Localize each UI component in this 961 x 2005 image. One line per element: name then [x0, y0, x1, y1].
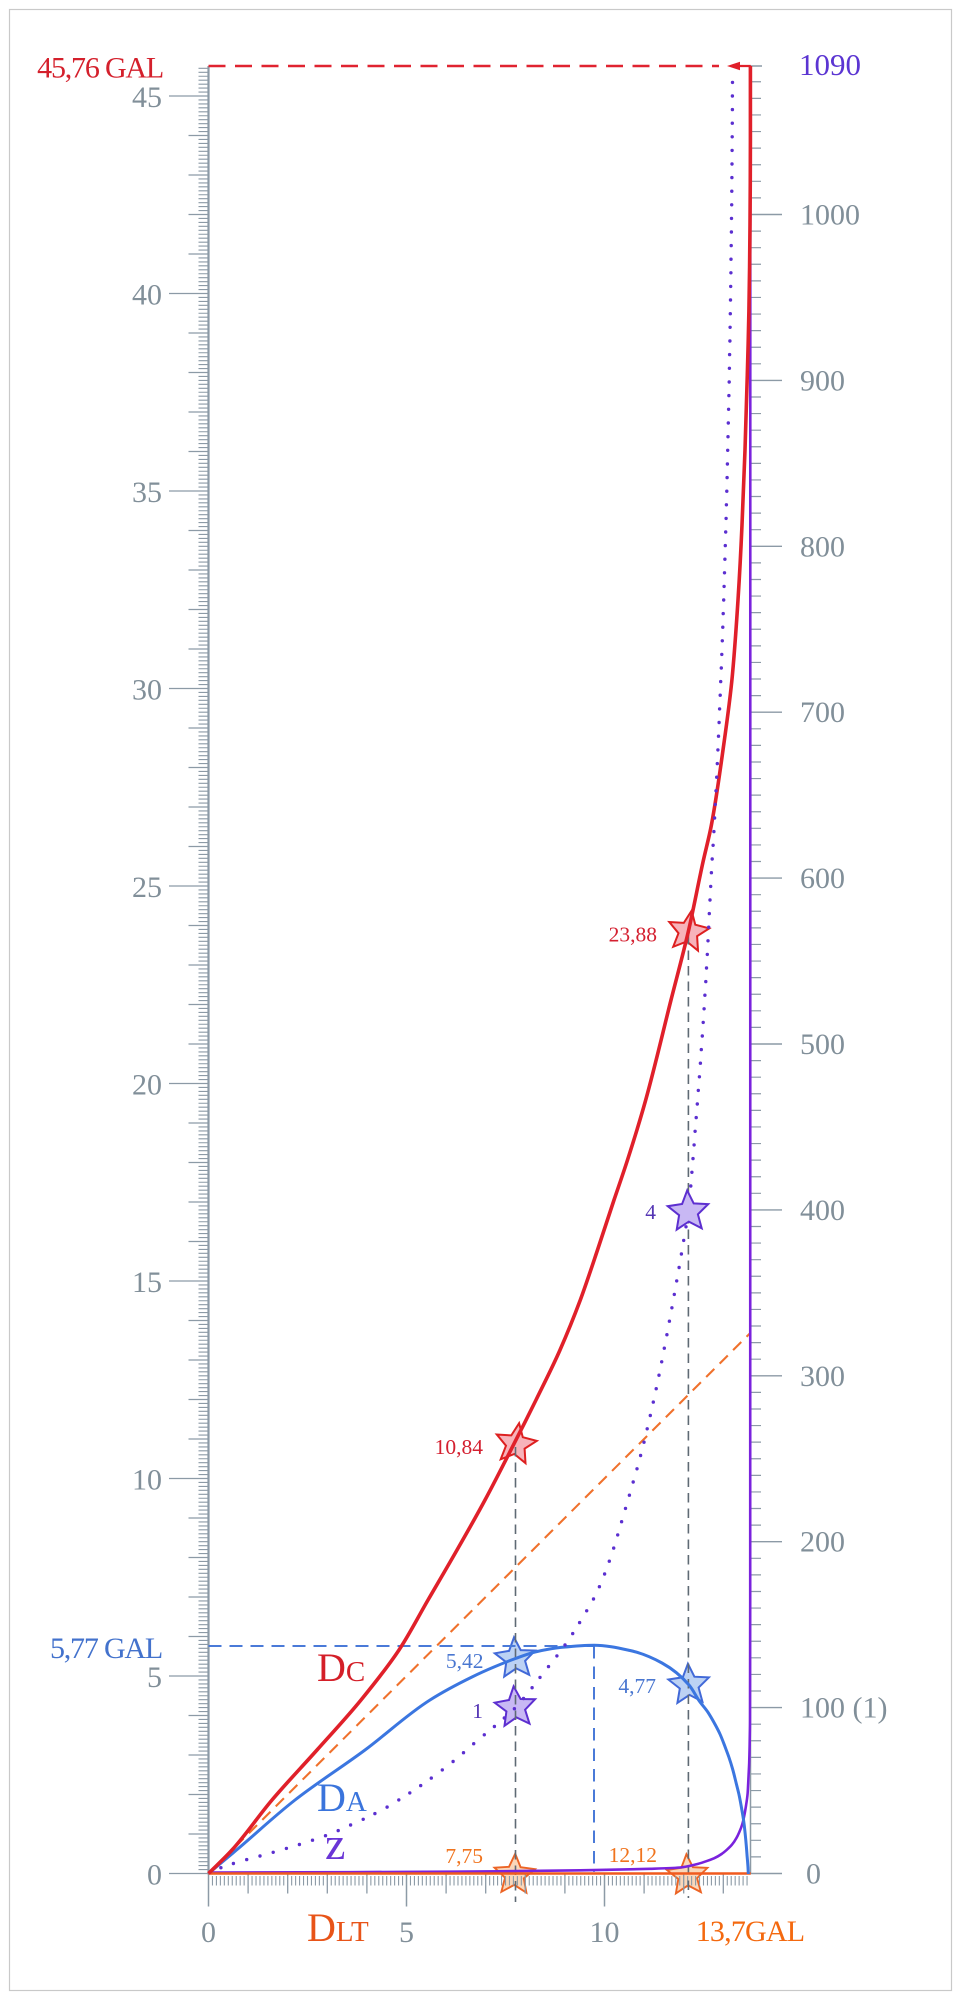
svg-text:z: z: [325, 1818, 345, 1869]
svg-text:1090: 1090: [799, 47, 861, 82]
svg-text:100 (1): 100 (1): [800, 1692, 887, 1725]
svg-text:5,77 GAL: 5,77 GAL: [50, 1632, 162, 1665]
svg-text:300: 300: [800, 1360, 845, 1393]
svg-text:10: 10: [132, 1464, 162, 1497]
svg-text:25: 25: [132, 871, 162, 904]
svg-text:40: 40: [132, 279, 162, 312]
svg-text:0: 0: [147, 1859, 162, 1892]
svg-text:45,76 GAL: 45,76 GAL: [37, 52, 163, 85]
svg-text:15: 15: [132, 1266, 162, 1299]
svg-text:5: 5: [147, 1661, 162, 1694]
svg-text:10,84: 10,84: [435, 1435, 484, 1459]
svg-text:700: 700: [800, 696, 845, 729]
svg-text:23,88: 23,88: [609, 923, 657, 947]
svg-text:600: 600: [800, 862, 845, 895]
svg-text:1000: 1000: [800, 199, 860, 232]
svg-text:7,75: 7,75: [445, 1844, 483, 1868]
svg-text:5,42: 5,42: [446, 1649, 484, 1673]
svg-text:13,7GAL: 13,7GAL: [696, 1915, 805, 1948]
svg-text:4,77: 4,77: [618, 1674, 656, 1698]
svg-text:500: 500: [800, 1028, 845, 1061]
svg-text:35: 35: [132, 476, 162, 509]
svg-text:200: 200: [800, 1526, 845, 1559]
svg-text:5: 5: [399, 1916, 414, 1949]
svg-text:20: 20: [132, 1069, 162, 1102]
svg-text:10: 10: [590, 1916, 620, 1949]
svg-text:0: 0: [806, 1858, 821, 1891]
svg-text:12,12: 12,12: [609, 1843, 657, 1867]
svg-text:1: 1: [472, 1699, 483, 1723]
svg-text:900: 900: [800, 364, 845, 397]
svg-text:0: 0: [201, 1916, 216, 1949]
svg-text:400: 400: [800, 1194, 845, 1227]
svg-text:30: 30: [132, 674, 162, 707]
svg-text:800: 800: [800, 530, 845, 563]
svg-text:45: 45: [132, 81, 162, 114]
svg-text:4: 4: [645, 1200, 656, 1224]
